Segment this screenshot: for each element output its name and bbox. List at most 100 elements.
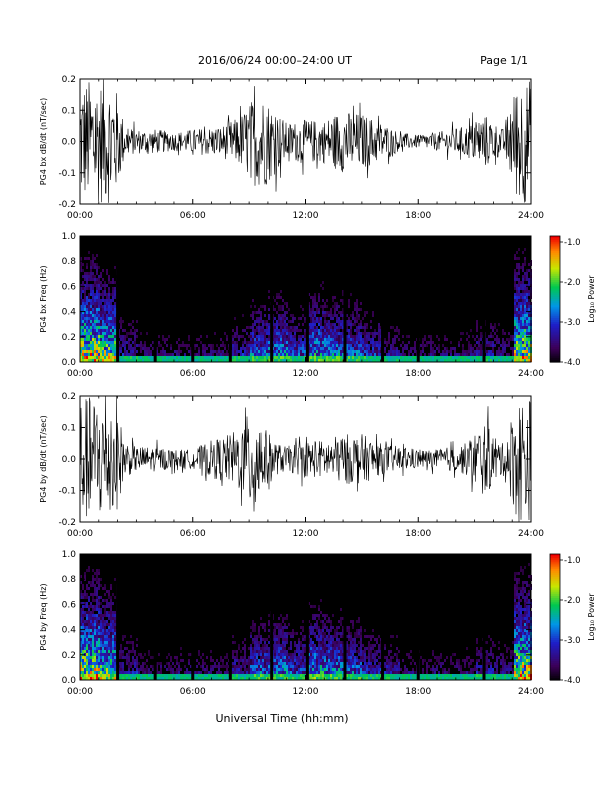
- x-tick-label: 00:00: [67, 529, 93, 539]
- y-tick-label: -0.2: [58, 200, 76, 210]
- colorbar-segment: [550, 280, 560, 283]
- y-tick-label: 0.8: [62, 575, 77, 585]
- data-gap-3: [228, 554, 232, 680]
- colorbar-segment: [550, 663, 560, 666]
- colorbar-segment: [550, 248, 560, 252]
- panel-2: 00:00 06:00 12:00 18:00 24:00 1.0 0.8 0.6 0.4 0.2…: [39, 232, 596, 379]
- x-tick-label: 06:00: [180, 369, 206, 379]
- colorbar-segment: [550, 650, 560, 654]
- waveform-series: [79, 79, 532, 203]
- colorbar-segment: [550, 259, 560, 262]
- colorbar-segment: [550, 656, 560, 660]
- y-tick-label: -0.1: [58, 169, 76, 179]
- colorbar-segment: [550, 665, 560, 668]
- colorbar-segment: [550, 345, 560, 348]
- panel-3: 00:00 06:00 12:00 18:00 24:00 0.2 0.1 0.0 -0.1 -0…: [39, 392, 544, 539]
- colorbar-segment: [550, 577, 560, 580]
- colorbar-segment: [550, 261, 560, 264]
- colorbar-segment: [550, 623, 560, 626]
- colorbar-tick-label: -2.0: [564, 278, 581, 288]
- data-gap-6: [343, 554, 347, 680]
- data-gap-7: [381, 236, 385, 362]
- colorbar-segment: [550, 564, 560, 568]
- colorbar-segment: [550, 322, 560, 325]
- data-gap-0: [116, 236, 120, 362]
- data-gap-3: [228, 236, 232, 362]
- colorbar-tick-label: -1.0: [564, 238, 581, 248]
- colorbar-segment: [550, 625, 560, 629]
- colorbar-segment: [550, 610, 560, 614]
- colorbar-segment: [550, 661, 560, 664]
- y-axis-label: PG4 by dB/dt (nT/sec): [39, 415, 48, 502]
- colorbar-segment: [550, 642, 560, 645]
- colorbar-tick-label: -1.0: [564, 556, 581, 566]
- y-tick-label: -0.2: [58, 518, 76, 528]
- data-gap-4: [270, 236, 274, 362]
- colorbar-segment: [550, 278, 560, 281]
- colorbar-segment: [550, 640, 560, 643]
- colorbar-segment: [550, 644, 560, 647]
- colorbar-segment: [550, 621, 560, 624]
- y-tick-label: 0.6: [62, 600, 77, 610]
- colorbar-segment: [550, 273, 560, 277]
- colorbar-segment: [550, 341, 560, 344]
- colorbar-tick-label: -3.0: [564, 636, 581, 646]
- x-tick-label: 12:00: [293, 211, 319, 221]
- colorbar-segment: [550, 307, 560, 311]
- x-tick-label: 00:00: [67, 369, 93, 379]
- x-tick-label: 06:00: [180, 211, 206, 221]
- colorbar-segment: [550, 585, 560, 589]
- x-tick-label: 18:00: [405, 687, 431, 697]
- data-gap-4: [270, 554, 274, 680]
- colorbar-segment: [550, 292, 560, 296]
- colorbar-segment: [550, 671, 560, 675]
- colorbar-segment: [550, 568, 560, 572]
- colorbar-segment: [550, 240, 560, 243]
- x-tick-label: 24:00: [518, 687, 544, 697]
- colorbar-segment: [550, 296, 560, 300]
- y-axis-label: PG4 by Freq (Hz): [39, 583, 48, 650]
- data-gap-0: [116, 554, 120, 680]
- colorbar-segment: [550, 305, 560, 308]
- y-tick-label: 0.8: [62, 257, 77, 267]
- colorbar: -1.0 -2.0 -3.0 -4.0 Log₁₀ Power: [549, 235, 596, 368]
- panel-1: 00:00 06:00 12:00 18:00 24:00 0.2 0.1 0.0 -0.1 -0…: [39, 75, 544, 221]
- colorbar-segment: [550, 349, 560, 353]
- colorbar-segment: [550, 575, 560, 578]
- y-tick-label: 0.2: [62, 75, 76, 85]
- colorbar-segment: [550, 284, 560, 287]
- colorbar-segment: [550, 579, 560, 582]
- colorbar-segment: [550, 301, 560, 304]
- colorbar-segment: [550, 236, 560, 239]
- data-gap-5: [305, 554, 309, 680]
- colorbar-segment: [550, 326, 560, 329]
- colorbar-segment: [550, 263, 560, 266]
- y-tick-label: 0.2: [62, 651, 76, 661]
- x-tick-label: 12:00: [293, 529, 319, 539]
- colorbar-segment: [550, 238, 560, 241]
- colorbar-segment: [550, 669, 560, 673]
- colorbar-segment: [550, 602, 560, 605]
- colorbar-segment: [550, 635, 560, 639]
- colorbar-segment: [550, 254, 560, 258]
- colorbar-segment: [550, 299, 560, 302]
- colorbar-segment: [550, 654, 560, 658]
- colorbar-segment: [550, 675, 560, 679]
- figure-title: 2016/06/24 00:00–24:00 UT: [198, 54, 352, 67]
- colorbar-segment: [550, 638, 560, 641]
- y-tick-label: 0.4: [62, 308, 77, 318]
- colorbar-segment: [550, 355, 560, 359]
- data-gap-2: [191, 554, 195, 680]
- colorbar-segment: [550, 282, 560, 285]
- x-tick-label: 18:00: [405, 211, 431, 221]
- colorbar-label: Log₁₀ Power: [587, 593, 596, 641]
- x-tick-label: 00:00: [67, 211, 93, 221]
- colorbar-segment: [550, 604, 560, 608]
- colorbar-segment: [550, 271, 560, 275]
- y-tick-label: 0.0: [62, 138, 77, 148]
- y-tick-label: 0.1: [62, 424, 76, 434]
- y-tick-label: 1.0: [62, 550, 77, 560]
- y-tick-label: 0.4: [62, 626, 77, 636]
- colorbar-segment: [550, 646, 560, 650]
- colorbar-frame: [549, 235, 561, 363]
